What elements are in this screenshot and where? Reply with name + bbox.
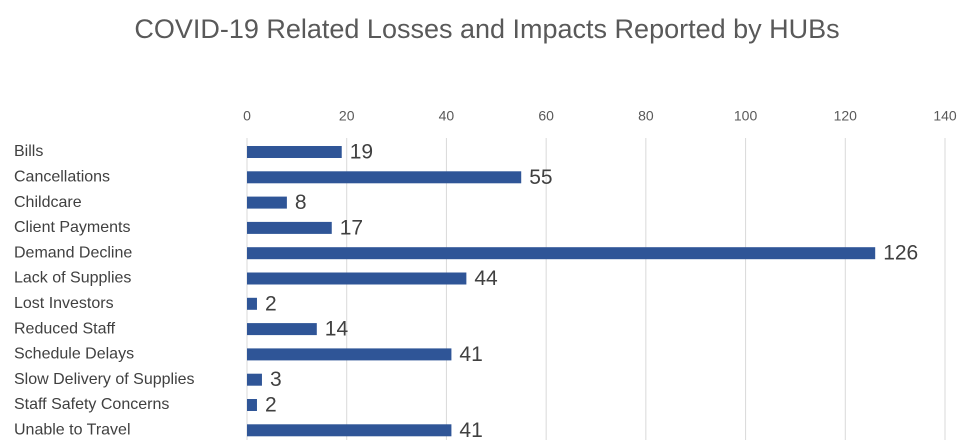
x-tick-label: 20 xyxy=(339,108,355,124)
value-label: 2 xyxy=(265,292,277,315)
y-tick-label: Schedule Delays xyxy=(14,346,134,363)
bar xyxy=(247,196,287,209)
value-label: 8 xyxy=(295,191,307,214)
y-tick-label: Lost Investors xyxy=(14,295,114,312)
bar xyxy=(247,146,342,158)
value-label: 41 xyxy=(459,343,482,366)
value-label: 3 xyxy=(270,368,282,391)
x-tick-label: 40 xyxy=(439,108,455,124)
y-tick-label: Staff Safety Concerns xyxy=(14,396,169,413)
y-tick-label: Unable to Travel xyxy=(14,422,131,439)
y-tick-label: Demand Decline xyxy=(14,244,132,261)
y-tick-label: Childcare xyxy=(14,194,82,211)
bar xyxy=(247,348,452,361)
bar xyxy=(247,247,876,260)
bar xyxy=(247,171,522,184)
y-tick-label: Bills xyxy=(14,143,43,160)
value-label: 126 xyxy=(883,242,918,265)
bar xyxy=(247,272,467,285)
value-label: 19 xyxy=(350,141,373,164)
x-tick-label: 80 xyxy=(638,108,654,124)
x-tick-label: 100 xyxy=(734,108,758,124)
bar xyxy=(247,399,257,411)
bar xyxy=(247,424,452,437)
y-tick-label: Slow Delivery of Supplies xyxy=(14,371,195,388)
bar xyxy=(247,297,257,310)
y-tick-label: Client Payments xyxy=(14,219,131,236)
bar xyxy=(247,373,262,386)
x-tick-label: 120 xyxy=(834,108,858,124)
bar xyxy=(247,221,332,234)
y-tick-label: Cancellations xyxy=(14,169,110,186)
value-label: 17 xyxy=(340,216,363,239)
x-tick-label: 0 xyxy=(243,108,251,124)
y-tick-label: Lack of Supplies xyxy=(14,270,131,287)
chart-title: COVID-19 Related Losses and Impacts Repo… xyxy=(134,14,840,44)
value-label: 14 xyxy=(325,318,349,341)
value-label: 41 xyxy=(459,419,482,440)
value-label: 44 xyxy=(474,267,498,290)
x-tick-label: 140 xyxy=(933,108,957,124)
y-tick-label: Reduced Staff xyxy=(14,320,116,337)
x-tick-label: 60 xyxy=(538,108,554,124)
value-label: 55 xyxy=(529,166,552,189)
value-label: 2 xyxy=(265,394,277,417)
bar xyxy=(247,323,317,336)
